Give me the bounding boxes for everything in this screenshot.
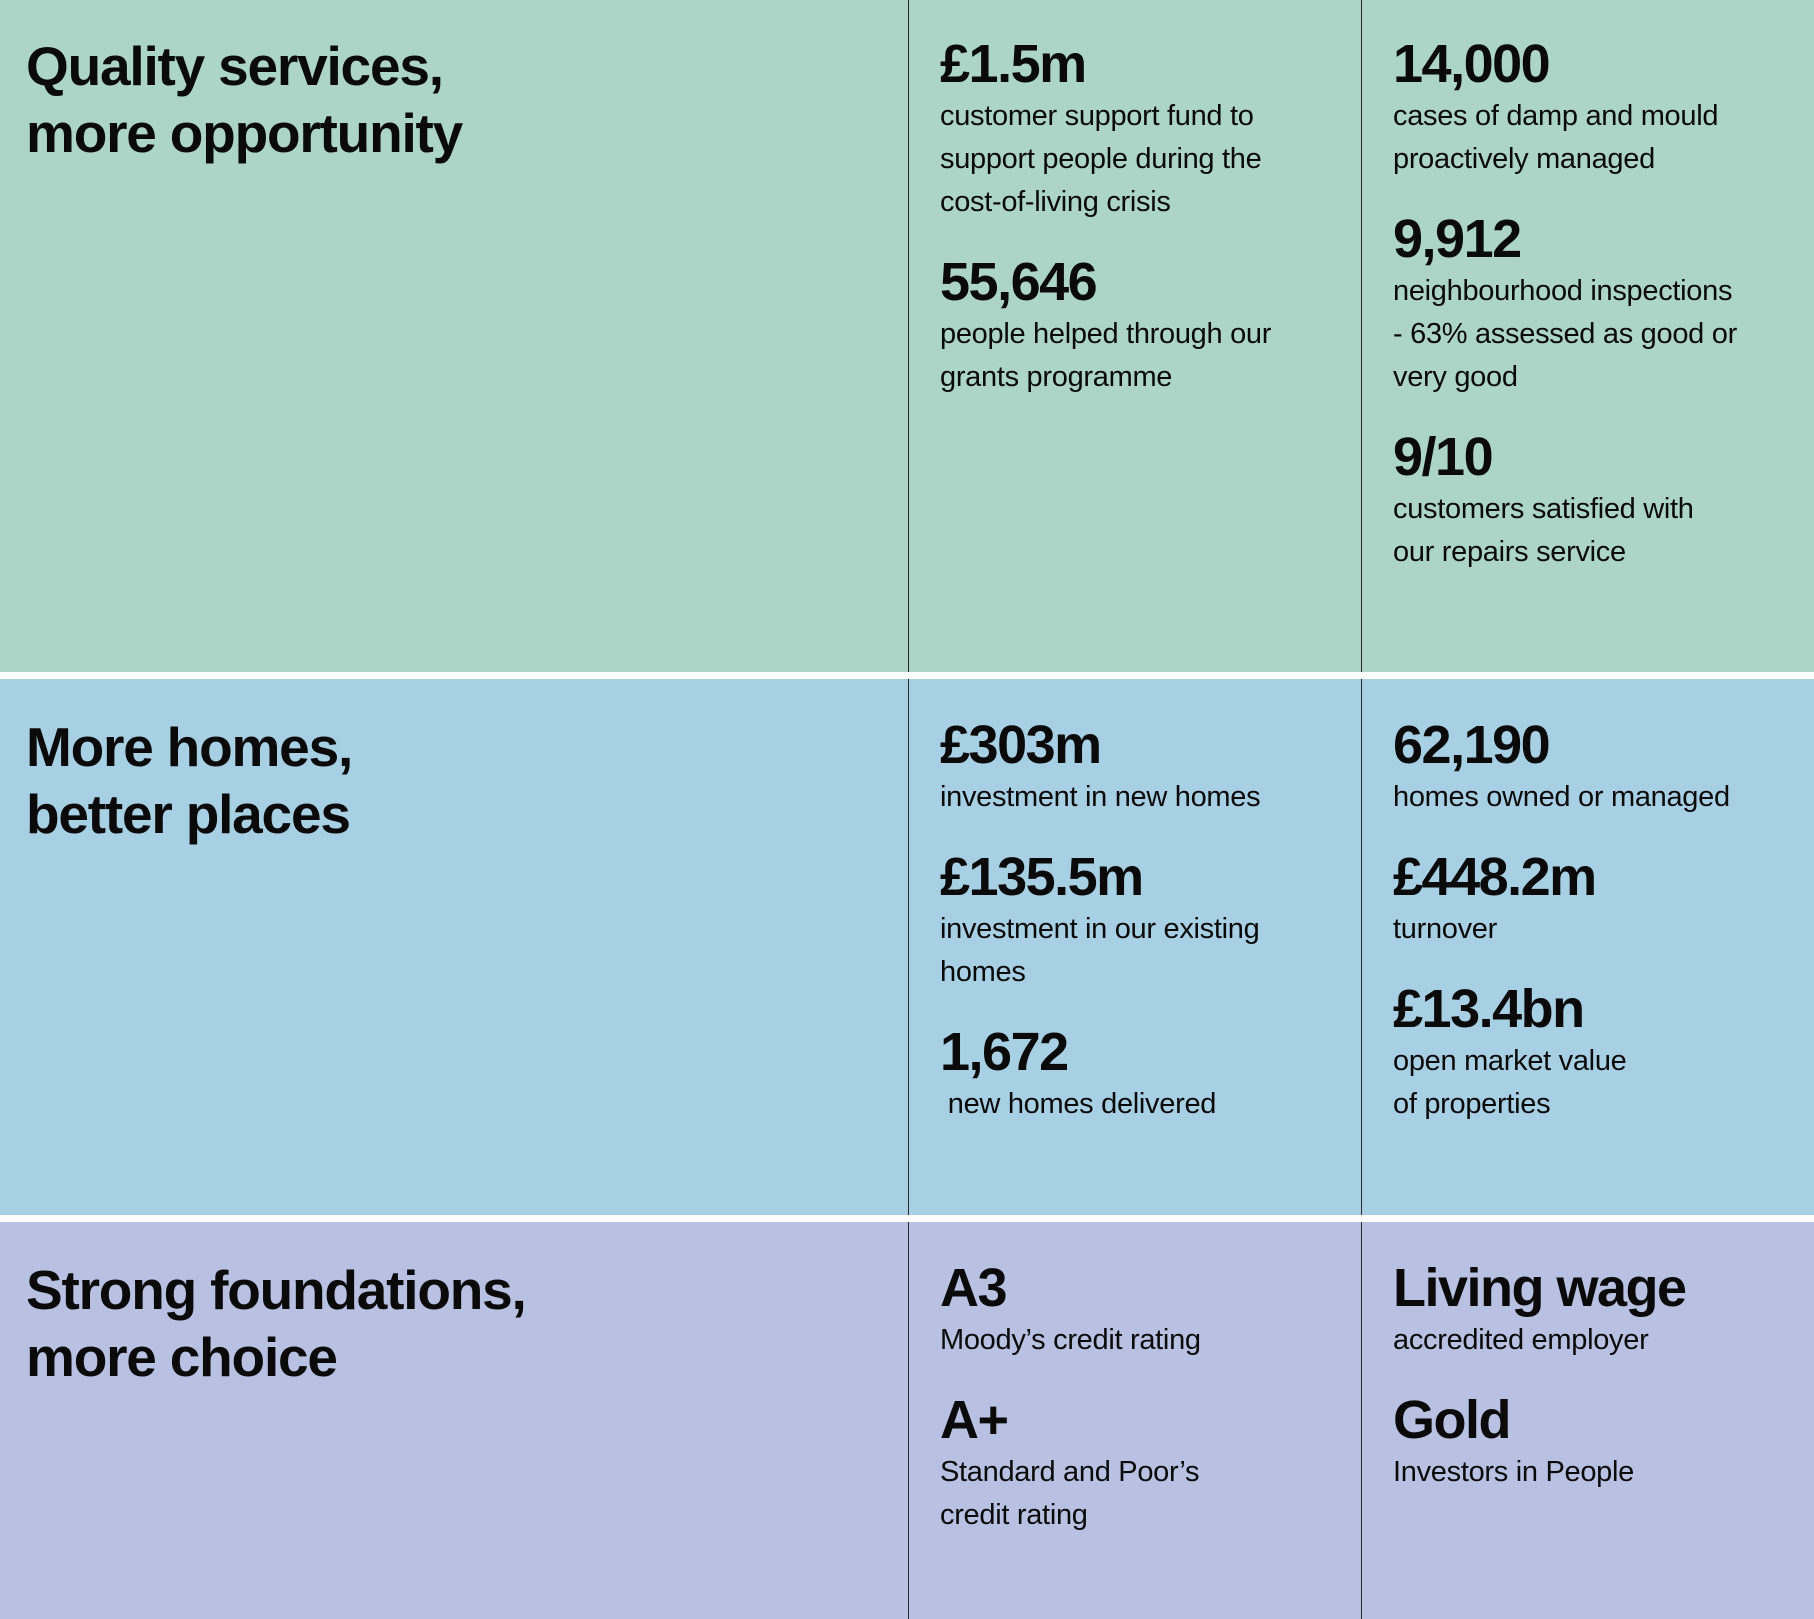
stat-description-line: Moody’s credit rating [940, 1324, 1201, 1356]
stat-description: people helped through our grants programm… [940, 313, 1361, 399]
stat-description-line: support people during the [940, 143, 1262, 175]
stat-value: A3 [940, 1258, 1008, 1318]
stat-value: £135.5m [940, 847, 1144, 907]
stat-value: 55,646 [940, 252, 1098, 312]
stat-block: 14,000 cases of damp and mould proactively… [1393, 33, 1814, 181]
stat-description-line: our repairs service [1393, 536, 1626, 568]
section-title-line: more choice [26, 1326, 338, 1388]
stat-description-line: cases of damp and mould [1393, 100, 1719, 132]
section-title-line: more opportunity [26, 102, 463, 164]
stat-description: homes owned or managed [1393, 776, 1814, 819]
section-title: More homes, better places [26, 714, 908, 848]
stat-description: customers satisfied with our repairs serv… [1393, 488, 1814, 574]
stat-description: Investors in People [1393, 1451, 1814, 1494]
section-title-line: better places [26, 783, 351, 845]
stat-description-line: homes owned or managed [1393, 781, 1730, 813]
stat-block: 9/10 customers satisfied with our repairs … [1393, 426, 1814, 574]
stat-description-line: - 63% assessed as good or [1393, 318, 1737, 350]
stat-block: Gold Investors in People [1393, 1389, 1814, 1494]
stats-column: 62,190 homes owned or managed £448.2m turno… [1361, 679, 1814, 1215]
stat-block: £1.5m customer support fund to support peo… [940, 33, 1361, 224]
stat-description-line: proactively managed [1393, 143, 1655, 175]
stat-value: £13.4bn [1393, 979, 1585, 1039]
stat-description: neighbourhood inspections - 63% assessed … [1393, 270, 1814, 399]
section-title: Quality services, more opportunity [26, 33, 908, 167]
section-title: Strong foundations, more choice [26, 1257, 908, 1391]
stat-description-line: open market value [1393, 1045, 1627, 1077]
stat-value: £303m [940, 715, 1102, 775]
stat-description: cases of damp and mould proactively manag… [1393, 95, 1814, 181]
stat-description-line: cost-of-living crisis [940, 186, 1171, 218]
section-title-cell: Quality services, more opportunity [0, 0, 908, 672]
stat-description-line: of properties [1393, 1088, 1551, 1120]
stat-value: Gold [1393, 1390, 1511, 1450]
stat-value: £448.2m [1393, 847, 1597, 907]
stat-block: £303m investment in new homes [940, 714, 1361, 819]
stat-description-line: customers satisfied with [1393, 493, 1694, 525]
stat-description-line: credit rating [940, 1499, 1088, 1531]
stat-description-line: neighbourhood inspections [1393, 275, 1733, 307]
stat-description-line: turnover [1393, 913, 1497, 945]
stat-value: £1.5m [940, 34, 1087, 94]
stat-block: Living wage accredited employer [1393, 1257, 1814, 1362]
stats-column: £1.5m customer support fund to support peo… [908, 0, 1361, 672]
stat-value: 14,000 [1393, 34, 1551, 94]
stat-block: £13.4bn open market value of properties [1393, 978, 1814, 1126]
section-title-cell: Strong foundations, more choice [0, 1222, 908, 1619]
stat-value: 62,190 [1393, 715, 1551, 775]
stat-block: A+ Standard and Poor’s credit rating [940, 1389, 1361, 1537]
stats-column: A3 Moody’s credit rating A+ Standard and Po… [908, 1222, 1361, 1619]
stat-block: 62,190 homes owned or managed [1393, 714, 1814, 819]
section-strong-foundations: Strong foundations, more choice A3 Moody’s … [0, 1222, 1814, 1619]
stat-description-line: Investors in People [1393, 1456, 1634, 1488]
stat-block: £135.5m investment in our existing homes [940, 846, 1361, 994]
stat-description: accredited employer [1393, 1319, 1814, 1362]
stat-description-line: people helped through our [940, 318, 1272, 350]
stats-column: Living wage accredited employer Gold Invest… [1361, 1222, 1814, 1619]
section-title-line: Strong foundations, [26, 1259, 527, 1321]
stat-block: 55,646 people helped through our grants pr… [940, 251, 1361, 399]
stat-value: Living wage [1393, 1258, 1687, 1318]
stat-value: A+ [940, 1390, 1009, 1450]
section-title-line: More homes, [26, 716, 353, 778]
section-quality-services: Quality services, more opportunity £1.5m cu… [0, 0, 1814, 672]
stat-description: open market value of properties [1393, 1040, 1814, 1126]
section-title-line: Quality services, [26, 35, 444, 97]
stat-value: 9/10 [1393, 427, 1494, 487]
stat-description: Moody’s credit rating [940, 1319, 1361, 1362]
stat-description: customer support fund to support people d… [940, 95, 1361, 224]
stats-column: 14,000 cases of damp and mould proactively… [1361, 0, 1814, 672]
stat-description-line: very good [1393, 361, 1518, 393]
stat-description: turnover [1393, 908, 1814, 951]
section-title-cell: More homes, better places [0, 679, 908, 1215]
section-more-homes: More homes, better places £303m investment … [0, 679, 1814, 1215]
stat-block: A3 Moody’s credit rating [940, 1257, 1361, 1362]
stat-block: £448.2m turnover [1393, 846, 1814, 951]
stat-value: 1,672 [940, 1022, 1069, 1082]
stat-value: 9,912 [1393, 209, 1522, 269]
stat-description-line: new homes delivered [940, 1088, 1217, 1120]
stat-description-line: investment in new homes [940, 781, 1261, 813]
stat-description-line: accredited employer [1393, 1324, 1649, 1356]
stat-description: new homes delivered [940, 1083, 1361, 1126]
stat-block: 1,672 new homes delivered [940, 1021, 1361, 1126]
stat-description-line: investment in our existing [940, 913, 1260, 945]
stat-description: investment in our existing homes [940, 908, 1361, 994]
stat-block: 9,912 neighbourhood inspections - 63% asse… [1393, 208, 1814, 399]
stat-description-line: grants programme [940, 361, 1173, 393]
stat-description-line: Standard and Poor’s [940, 1456, 1200, 1488]
stat-description: Standard and Poor’s credit rating [940, 1451, 1361, 1537]
stat-description-line: customer support fund to [940, 100, 1254, 132]
stat-description: investment in new homes [940, 776, 1361, 819]
stats-column: £303m investment in new homes £135.5m inves… [908, 679, 1361, 1215]
stat-description-line: homes [940, 956, 1026, 988]
